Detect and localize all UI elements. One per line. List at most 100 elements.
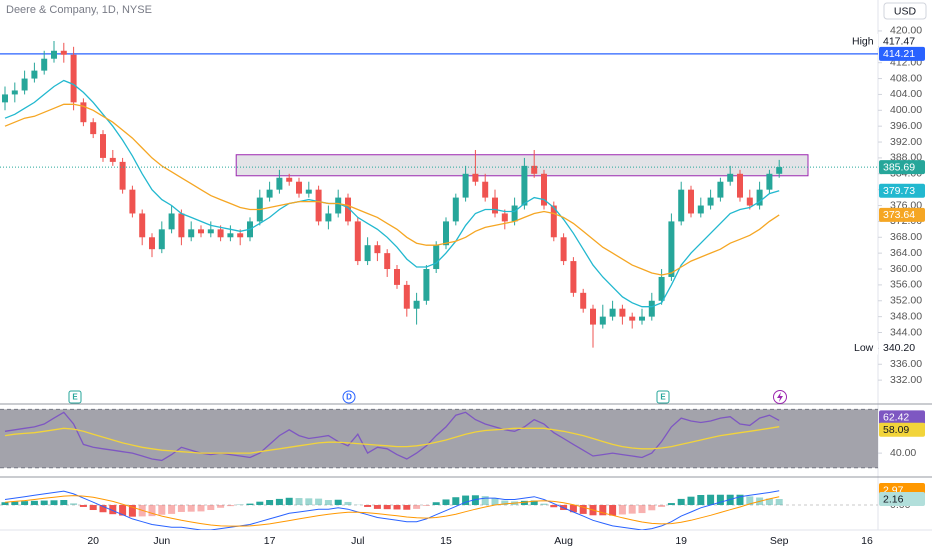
candle-body <box>619 308 626 317</box>
histogram-bar <box>471 495 479 506</box>
currency-button[interactable] <box>883 2 927 20</box>
y-tick-label: 400.00 <box>890 104 922 116</box>
candle-body <box>776 167 783 174</box>
candle-body <box>599 316 606 325</box>
candle-body <box>188 229 195 238</box>
candle-body <box>158 229 165 250</box>
histogram-bar <box>481 496 489 506</box>
histogram-bar <box>432 502 440 506</box>
candle-body <box>335 197 342 214</box>
earnings-icon[interactable] <box>68 390 82 404</box>
candle-body <box>511 205 518 222</box>
candle-body <box>756 189 763 206</box>
y-tick-label: 344.00 <box>890 326 922 338</box>
histogram-bar <box>677 498 685 506</box>
candle-body <box>198 229 204 234</box>
macd-line <box>4 490 780 530</box>
candle-body <box>717 181 724 198</box>
candle-body <box>658 276 665 301</box>
histogram-bar <box>177 505 185 512</box>
histogram-bar <box>158 505 166 515</box>
histogram-bar <box>462 495 470 506</box>
candle-body <box>178 213 185 238</box>
candle-body <box>443 221 449 246</box>
x-tick-label: 20 <box>87 535 99 547</box>
y-tick-label: 336.00 <box>890 358 922 370</box>
high-label: High <box>852 35 874 47</box>
histogram-bar <box>667 503 675 506</box>
histogram-bar <box>168 505 176 514</box>
candle-body <box>139 213 146 238</box>
y-tick-label: 368.00 <box>890 231 922 243</box>
histogram-bar <box>609 505 617 516</box>
x-tick-label: Jun <box>153 535 170 547</box>
candle-body <box>100 134 106 158</box>
histogram-bar <box>246 503 254 506</box>
candle-body <box>648 300 655 317</box>
candle-body <box>482 181 489 198</box>
candle-body <box>119 161 126 190</box>
earnings-label[interactable]: E <box>660 393 666 402</box>
candle-body <box>521 165 528 206</box>
histogram-bar <box>275 498 283 506</box>
candle-body <box>541 173 547 206</box>
candle-body <box>727 173 734 182</box>
candle-body <box>286 177 293 182</box>
candle-body <box>766 173 773 190</box>
histogram-bar <box>707 494 715 506</box>
x-tick-label: Sep <box>770 535 789 547</box>
candle-body <box>639 316 645 321</box>
price-tag-label: 414.21 <box>883 48 915 60</box>
candle-body <box>629 316 636 321</box>
moving-average <box>4 79 780 308</box>
candle-body <box>570 261 577 293</box>
y-tick-label: 420.00 <box>890 25 922 37</box>
y-tick-label: 396.00 <box>890 120 922 132</box>
histogram-bar <box>393 505 401 510</box>
candle-body <box>60 50 67 55</box>
candle-body <box>560 237 567 262</box>
y-tick-label: 352.00 <box>890 295 922 307</box>
candle-body <box>609 308 616 317</box>
earnings-label[interactable]: E <box>72 393 78 402</box>
histogram-bar <box>501 500 509 506</box>
price-tag-label: 385.69 <box>883 161 915 173</box>
histogram-bar <box>226 505 234 507</box>
candle-body <box>2 94 8 103</box>
histogram-bar <box>128 505 136 517</box>
candle-body <box>531 165 538 174</box>
histogram-bar <box>746 496 754 506</box>
histogram-bar <box>207 505 215 511</box>
histogram-bar <box>452 497 460 506</box>
price-tag <box>879 410 925 425</box>
histogram-bar <box>30 500 38 506</box>
earnings-icon[interactable] <box>656 390 670 404</box>
histogram-bar <box>21 501 29 506</box>
price-tag <box>879 46 925 61</box>
dividend-icon[interactable] <box>342 390 356 404</box>
histogram-bar <box>187 505 195 512</box>
histogram-bar <box>99 505 107 513</box>
x-tick-label: 15 <box>440 535 452 547</box>
histogram-bar <box>687 496 695 506</box>
candle-body <box>688 189 694 214</box>
candle-body <box>403 284 410 309</box>
currency[interactable]: USD <box>894 5 917 17</box>
y-tick-label: 364.00 <box>890 247 922 259</box>
candle-body <box>707 197 714 206</box>
histogram-bar <box>256 501 264 506</box>
candle-body <box>21 78 28 91</box>
dividend-label[interactable]: D <box>346 393 352 402</box>
candle-body <box>374 245 381 254</box>
symbol-title: Deere & Company, 1D, NYSE <box>6 4 152 16</box>
histogram-bar <box>197 505 205 512</box>
candle-body <box>70 54 77 103</box>
y-tick-label: 404.00 <box>890 88 922 100</box>
y-tick-label: 360.00 <box>890 263 922 275</box>
candle-body <box>227 233 234 238</box>
y-tick-label: 408.00 <box>890 72 922 84</box>
candle-body <box>413 300 420 309</box>
histogram-bar <box>70 503 78 506</box>
candle-body <box>580 292 587 309</box>
